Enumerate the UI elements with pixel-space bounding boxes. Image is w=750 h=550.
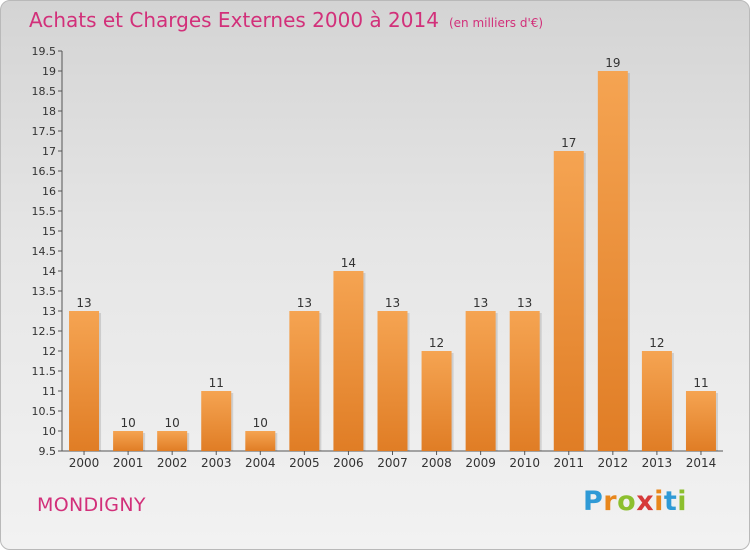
data-label-2000: 13 bbox=[76, 296, 91, 310]
bar-2001 bbox=[113, 431, 144, 451]
x-tick-label-2003: 2003 bbox=[201, 456, 232, 470]
bar-2009 bbox=[465, 311, 496, 451]
data-label-2013: 12 bbox=[649, 336, 664, 350]
logo-letter: x bbox=[636, 486, 655, 517]
bar-2010 bbox=[509, 311, 540, 451]
y-tick-label: 15 bbox=[42, 225, 56, 238]
y-tick-label: 11 bbox=[42, 385, 56, 398]
data-label-2006: 14 bbox=[341, 256, 356, 270]
y-tick-label: 15.5 bbox=[32, 205, 57, 218]
bar-2005 bbox=[289, 311, 320, 451]
y-tick-label: 11.5 bbox=[32, 365, 57, 378]
x-tick-label-2005: 2005 bbox=[289, 456, 320, 470]
data-label-2010: 13 bbox=[517, 296, 532, 310]
bar-2014 bbox=[685, 391, 716, 451]
data-label-2001: 10 bbox=[120, 416, 135, 430]
data-label-2007: 13 bbox=[385, 296, 400, 310]
y-tick-label: 19 bbox=[42, 65, 56, 78]
data-label-2009: 13 bbox=[473, 296, 488, 310]
bar-2013 bbox=[641, 351, 672, 451]
bar-2006 bbox=[333, 271, 364, 451]
y-tick-label: 16 bbox=[42, 185, 56, 198]
y-tick-label: 19.5 bbox=[32, 45, 57, 58]
bar-2003 bbox=[201, 391, 232, 451]
y-tick-label: 10.5 bbox=[32, 405, 57, 418]
y-tick-label: 12 bbox=[42, 345, 56, 358]
x-tick-label-2008: 2008 bbox=[421, 456, 452, 470]
chart-title: Achats et Charges Externes 2000 à 2014 (e… bbox=[29, 8, 543, 32]
data-label-2004: 10 bbox=[253, 416, 268, 430]
y-tick-label: 10 bbox=[42, 425, 56, 438]
bar-2012 bbox=[597, 71, 628, 451]
x-tick-label-2014: 2014 bbox=[686, 456, 717, 470]
y-tick-label: 12.5 bbox=[32, 325, 57, 338]
logo-letter: i bbox=[677, 486, 688, 517]
x-tick-label-2001: 2001 bbox=[113, 456, 144, 470]
x-tick-label-2010: 2010 bbox=[509, 456, 540, 470]
y-tick-label: 18.5 bbox=[32, 85, 57, 98]
x-tick-label-2012: 2012 bbox=[598, 456, 629, 470]
data-label-2014: 11 bbox=[693, 376, 708, 390]
data-label-2012: 19 bbox=[605, 56, 620, 70]
logo-letter: o bbox=[617, 486, 637, 517]
logo-letter: P bbox=[583, 486, 604, 517]
proxiti-logo: Proxiti bbox=[583, 486, 687, 517]
logo-letter: i bbox=[654, 486, 664, 517]
commune-name: MONDIGNY bbox=[37, 494, 146, 516]
y-tick-label: 17.5 bbox=[32, 125, 57, 138]
y-tick-label: 14 bbox=[42, 265, 56, 278]
x-tick-label-2002: 2002 bbox=[157, 456, 188, 470]
x-tick-label-2011: 2011 bbox=[553, 456, 584, 470]
x-tick-label-2009: 2009 bbox=[465, 456, 496, 470]
bar-2011 bbox=[553, 151, 584, 451]
data-label-2002: 10 bbox=[165, 416, 180, 430]
bar-2000 bbox=[69, 311, 100, 451]
x-tick-label-2000: 2000 bbox=[69, 456, 100, 470]
x-tick-label-2004: 2004 bbox=[245, 456, 276, 470]
x-tick-label-2006: 2006 bbox=[333, 456, 364, 470]
y-tick-label: 17 bbox=[42, 145, 56, 158]
bar-2007 bbox=[377, 311, 408, 451]
y-tick-label: 9.5 bbox=[39, 445, 57, 458]
bar-2004 bbox=[245, 431, 276, 451]
chart-title-text: Achats et Charges Externes 2000 à 2014 bbox=[29, 8, 439, 32]
y-tick-label: 18 bbox=[42, 105, 56, 118]
y-tick-label: 13.5 bbox=[32, 285, 57, 298]
x-tick-label-2007: 2007 bbox=[377, 456, 408, 470]
bar-2002 bbox=[157, 431, 188, 451]
data-label-2005: 13 bbox=[297, 296, 312, 310]
x-tick-label-2013: 2013 bbox=[642, 456, 673, 470]
y-tick-label: 16.5 bbox=[32, 165, 57, 178]
data-label-2003: 11 bbox=[209, 376, 224, 390]
logo-letter: r bbox=[603, 486, 618, 517]
y-tick-label: 13 bbox=[42, 305, 56, 318]
y-tick-label: 14.5 bbox=[32, 245, 57, 258]
logo-letter: t bbox=[663, 486, 678, 517]
data-label-2008: 12 bbox=[429, 336, 444, 350]
chart-subtitle: (en milliers d'€) bbox=[448, 16, 544, 30]
data-label-2011: 17 bbox=[561, 136, 576, 150]
bar-2008 bbox=[421, 351, 452, 451]
